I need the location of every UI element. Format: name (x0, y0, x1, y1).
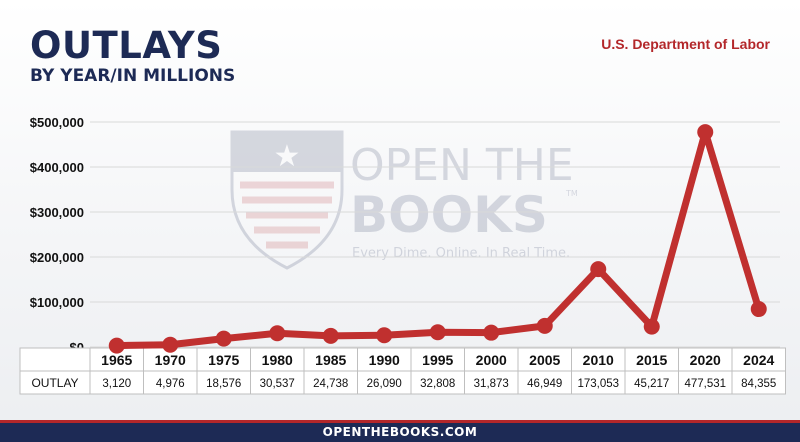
table-value-cell: 3,120 (102, 378, 131, 390)
table-value-cell: 26,090 (367, 378, 402, 390)
shield-stripe (240, 181, 334, 249)
data-point (643, 318, 660, 335)
data-point (215, 330, 232, 347)
data-point (429, 324, 446, 341)
x-tick-label: 2000 (476, 352, 507, 368)
x-tick-label: 1990 (369, 352, 400, 368)
x-tick-label: 1970 (155, 352, 186, 368)
y-tick-label: $200,000 (30, 250, 84, 265)
data-point (162, 336, 179, 353)
chart-subtitle: BY YEAR/IN MILLIONS (30, 66, 236, 86)
table-row-label: OUTLAY (31, 376, 78, 390)
watermark-tagline: Every Dime. Online. In Real Time. (352, 246, 570, 261)
data-point (108, 337, 125, 354)
data-point (536, 317, 553, 334)
table-value-cell: 4,976 (156, 378, 185, 390)
agency-label: U.S. Department of Labor (601, 36, 770, 52)
shield-logo-icon (230, 130, 344, 270)
table-value-cell: 477,531 (684, 378, 726, 390)
star-icon: ★ (274, 139, 301, 174)
outlays-line-chart: ★ OPEN THE BOOKS TM Every Dime. Online. … (19, 115, 786, 395)
watermark-tm: TM (565, 189, 578, 198)
x-tick-label: 2010 (583, 352, 614, 368)
table-value-cell: 24,738 (313, 378, 348, 390)
x-tick-label: 1975 (208, 352, 239, 368)
watermark-line1: OPEN THE (350, 140, 574, 191)
x-tick-label: 2005 (529, 352, 560, 368)
footer-url[interactable]: OPENTHEBOOKS.COM (322, 425, 478, 439)
data-point (376, 327, 393, 344)
watermark-line2: BOOKS (350, 186, 548, 244)
chart-title: OUTLAYS (30, 24, 223, 67)
y-tick-label: $500,000 (30, 115, 84, 130)
shield-stars-panel (232, 132, 342, 172)
data-point (590, 261, 607, 278)
data-point (750, 301, 767, 318)
x-tick-label: 2020 (690, 352, 721, 368)
x-tick-label: 2024 (743, 352, 774, 368)
table-value-cell: 32,808 (420, 378, 455, 390)
x-tick-label: 1985 (315, 352, 346, 368)
data-point (322, 327, 339, 344)
y-tick-label: $100,000 (30, 295, 84, 310)
table-value-cell: 84,355 (741, 378, 776, 390)
table-value-cell: 30,537 (260, 378, 295, 390)
x-tick-label: 2015 (636, 352, 667, 368)
data-point (697, 124, 714, 141)
table-value-cell: 31,873 (474, 378, 509, 390)
data-point (269, 325, 286, 342)
table-value-cell: 45,217 (634, 378, 669, 390)
x-tick-label: 1965 (101, 352, 132, 368)
watermark: ★ OPEN THE BOOKS TM Every Dime. Online. … (230, 130, 578, 270)
footer-bar: OPENTHEBOOKS.COM (0, 420, 800, 442)
x-tick-label: 1995 (422, 352, 453, 368)
table-value-cell: 46,949 (527, 378, 562, 390)
table-value-cell: 173,053 (577, 378, 619, 390)
x-tick-label: 1980 (262, 352, 293, 368)
data-point (483, 324, 500, 341)
table-value-cell: 18,576 (206, 378, 241, 390)
y-tick-label: $400,000 (30, 160, 84, 175)
y-tick-label: $300,000 (30, 205, 84, 220)
